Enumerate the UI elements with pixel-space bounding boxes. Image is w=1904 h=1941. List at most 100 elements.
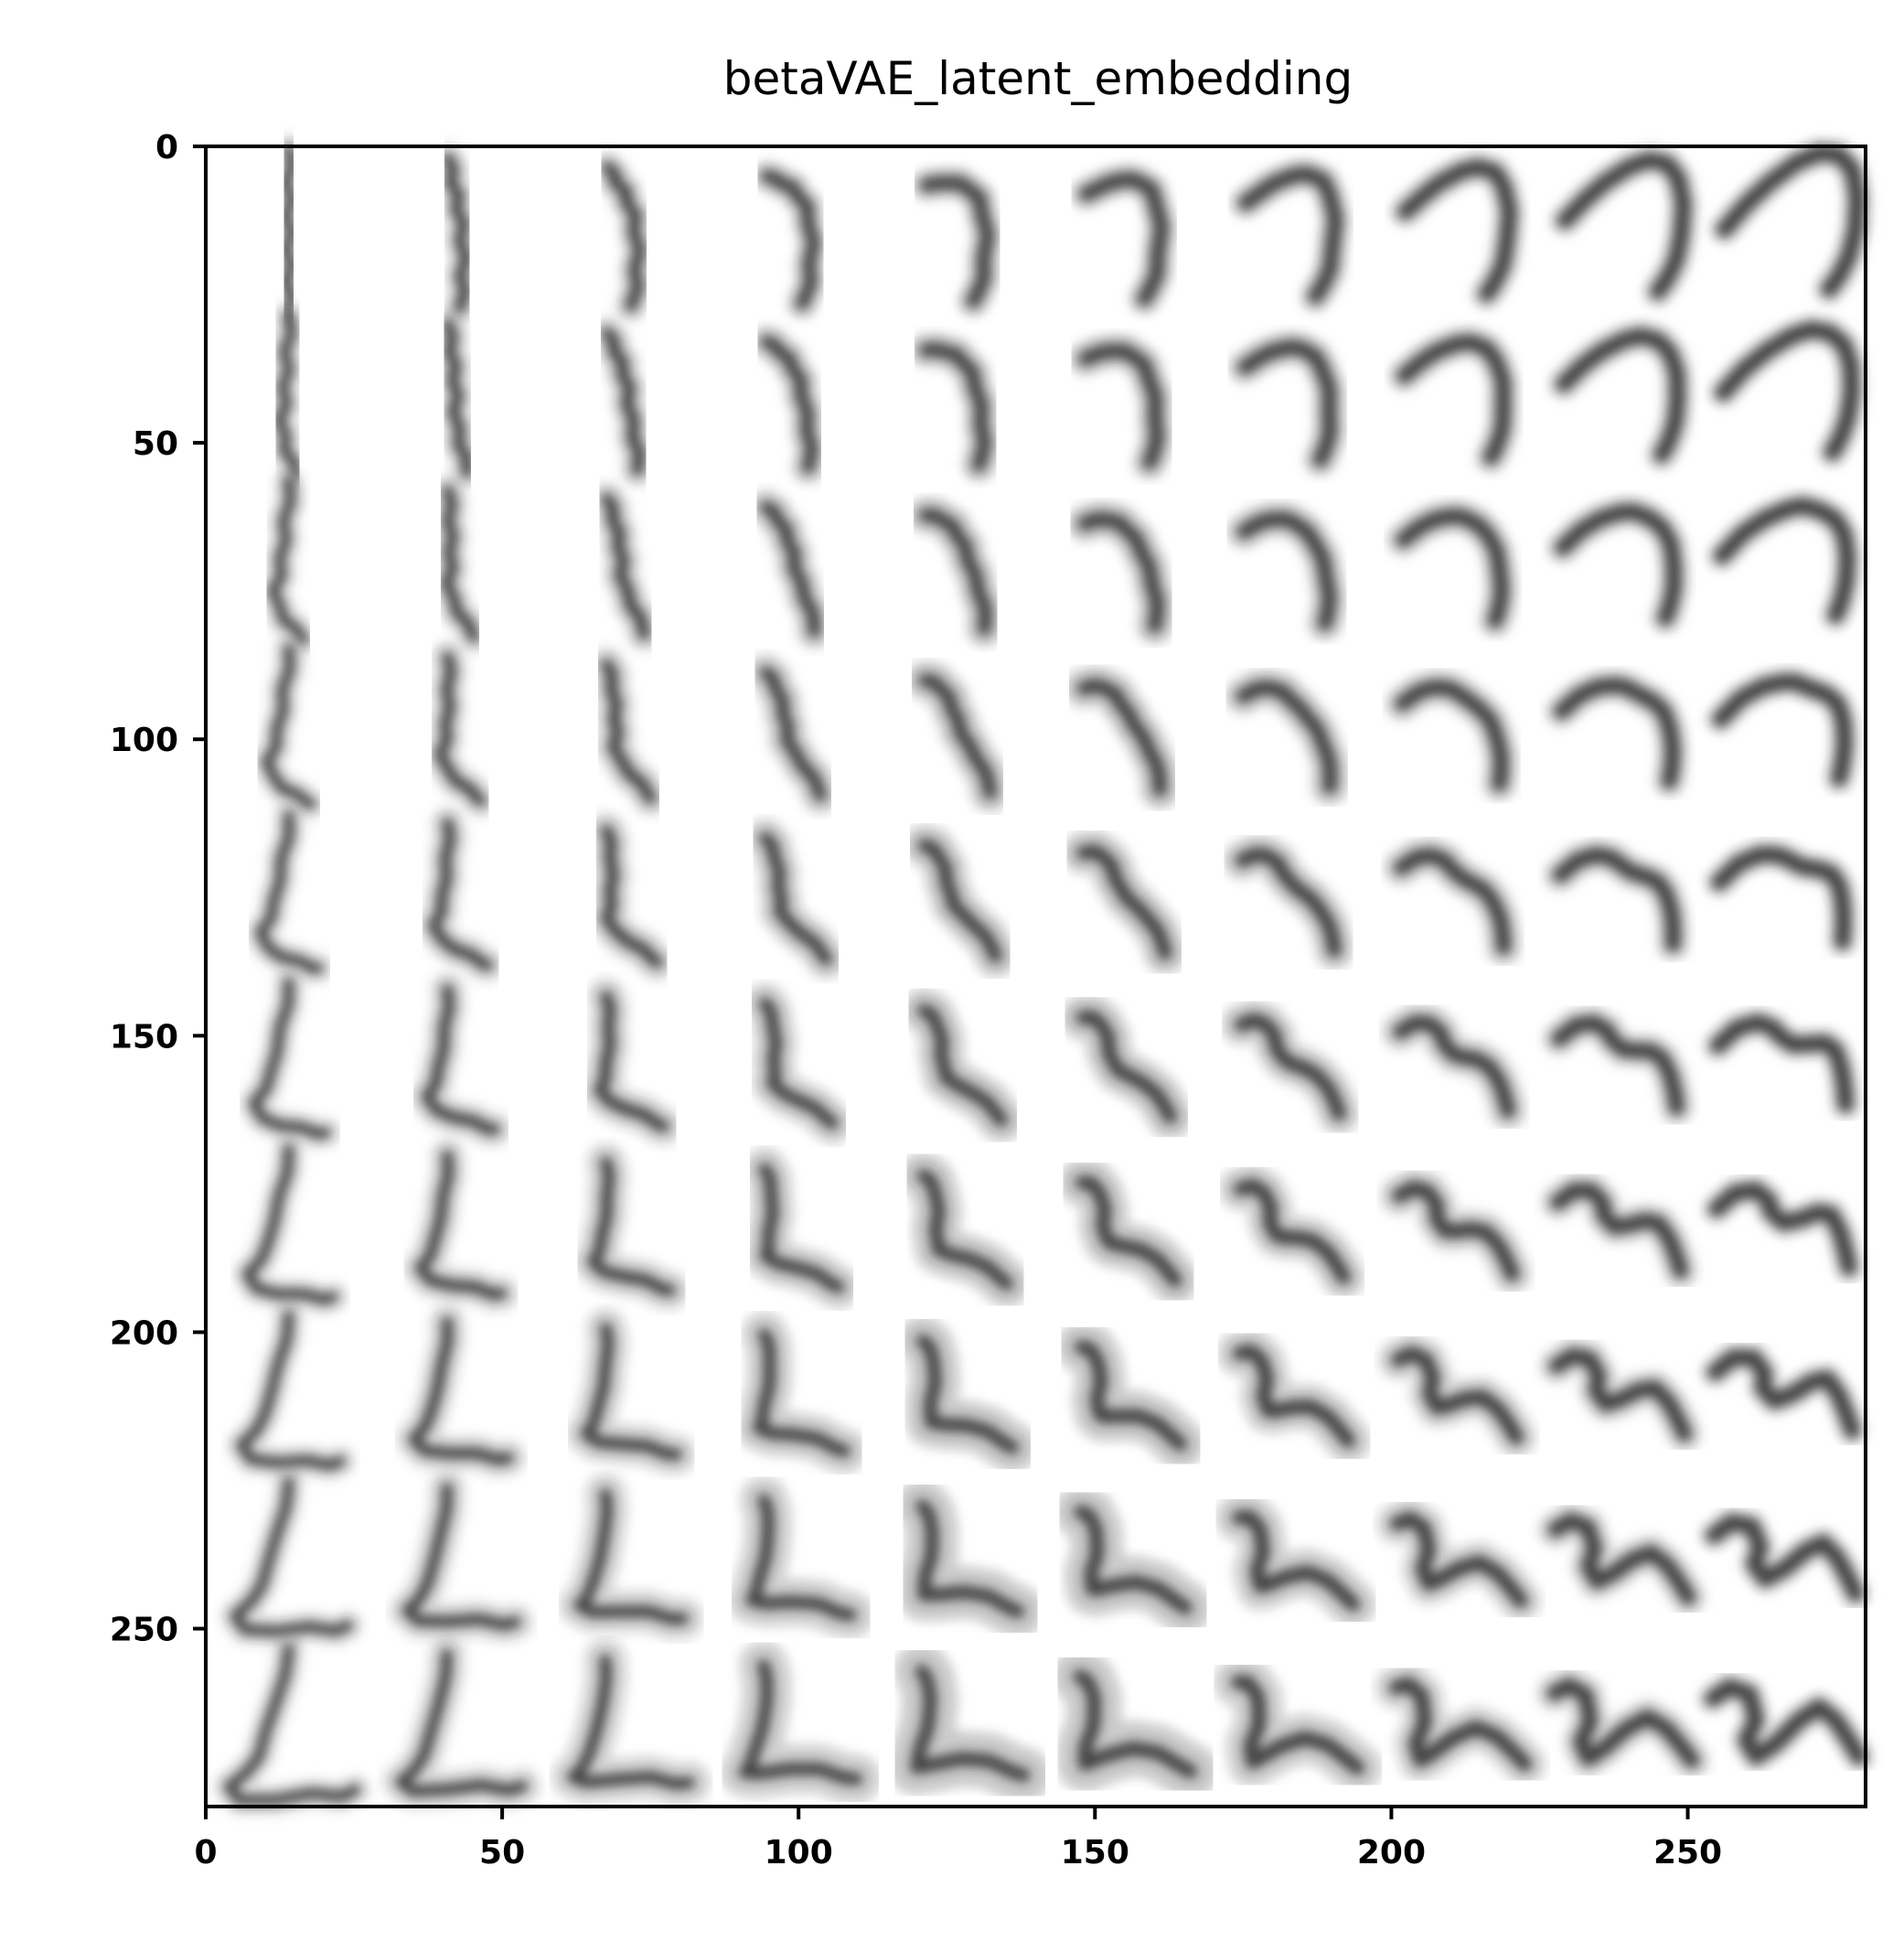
y-tick-label-0: 0 — [155, 129, 178, 166]
digit-cell-63 — [743, 1147, 861, 1309]
digit-cell-54 — [902, 988, 1024, 1142]
digit-cell-2 — [592, 152, 656, 322]
digit-cell-30 — [251, 633, 326, 820]
digit-cell-73 — [735, 1312, 868, 1475]
digit-cell-32 — [589, 647, 669, 816]
digit-cell-9 — [1708, 137, 1873, 306]
digit-cell-78 — [1538, 1337, 1703, 1453]
y-tick-label-2: 100 — [110, 722, 178, 759]
digit-cell-3 — [752, 160, 829, 319]
digit-cell-82 — [558, 1473, 704, 1640]
digit-cell-16 — [1228, 330, 1347, 477]
digit-cell-70 — [226, 1300, 357, 1481]
digit-cell-1 — [433, 143, 482, 325]
digit-cell-72 — [565, 1307, 697, 1475]
y-tick-label-1: 50 — [133, 425, 178, 463]
digit-cell-67 — [1379, 1168, 1532, 1294]
digit-cell-8 — [1549, 144, 1699, 307]
digit-cell-44 — [904, 824, 1017, 978]
digit-cell-33 — [747, 654, 840, 814]
digit-cell-61 — [402, 1138, 519, 1313]
digit-cell-18 — [1547, 319, 1694, 471]
y-tick-label-5: 250 — [110, 1612, 178, 1649]
digit-cell-17 — [1387, 326, 1520, 474]
digit-cell-92 — [551, 1638, 711, 1807]
digit-cell-4 — [911, 166, 1004, 317]
digit-cell-55 — [1060, 994, 1193, 1140]
digit-cell-66 — [1219, 1164, 1365, 1300]
digit-cell-13 — [750, 325, 829, 485]
digit-cell-38 — [1545, 669, 1690, 799]
digit-cell-89 — [1698, 1507, 1872, 1610]
digit-cell-5 — [1071, 163, 1178, 315]
digit-cell-35 — [1064, 665, 1180, 810]
digit-cell-51 — [410, 971, 512, 1147]
x-tick-label-3: 150 — [1061, 1834, 1129, 1871]
digit-cell-58 — [1542, 1005, 1695, 1125]
digit-cell-21 — [430, 474, 490, 653]
digit-cell-76 — [1217, 1328, 1372, 1464]
digit-cell-37 — [1385, 670, 1519, 802]
digit-cell-11 — [432, 308, 483, 488]
digit-grid-image — [213, 134, 1875, 1816]
digit-cell-28 — [1546, 495, 1691, 635]
digit-cell-65 — [1058, 1158, 1199, 1304]
digit-cell-26 — [1226, 501, 1347, 641]
x-tick-label-0: 0 — [194, 1834, 217, 1871]
digit-cell-46 — [1223, 834, 1354, 970]
digit-cell-24 — [907, 497, 1004, 648]
digit-cell-80 — [219, 1466, 364, 1647]
digit-cell-68 — [1540, 1173, 1698, 1289]
y-tick-label-3: 150 — [110, 1018, 178, 1056]
digit-cell-47 — [1383, 837, 1523, 966]
digit-cell-27 — [1386, 499, 1519, 638]
digit-cell-41 — [416, 806, 505, 982]
digit-cell-52 — [581, 977, 683, 1145]
chart-title: betaVAE_latent_embedding — [723, 52, 1353, 105]
digit-cell-50 — [238, 967, 342, 1150]
digit-cell-90 — [213, 1633, 371, 1816]
digit-cell-43 — [745, 818, 846, 980]
digit-cell-40 — [244, 800, 334, 984]
digit-cell-36 — [1225, 669, 1350, 806]
digit-cell-75 — [1056, 1322, 1206, 1470]
digit-cell-29 — [1706, 489, 1864, 631]
digit-cell-77 — [1378, 1333, 1537, 1458]
y-axis: 0 50 100 150 200 250 — [110, 129, 206, 1649]
digit-cell-60 — [232, 1133, 349, 1315]
digit-cell-96 — [1213, 1657, 1383, 1793]
digit-cell-87 — [1376, 1497, 1542, 1622]
digit-cell-79 — [1699, 1342, 1868, 1446]
digit-cell-48 — [1543, 838, 1691, 961]
digit-cell-84 — [895, 1479, 1044, 1638]
digit-cell-56 — [1221, 999, 1360, 1135]
y-tick-label-4: 200 — [110, 1314, 178, 1352]
digit-cell-39 — [1705, 666, 1860, 794]
digit-cell-34 — [905, 660, 1011, 812]
digit-cell-49 — [1704, 839, 1859, 958]
digit-cell-45 — [1062, 830, 1186, 975]
digit-cell-91 — [382, 1635, 541, 1810]
digit-cell-94 — [888, 1643, 1052, 1804]
digit-cell-64 — [899, 1152, 1031, 1308]
x-tick-label-2: 100 — [765, 1834, 833, 1871]
digit-cell-69 — [1701, 1174, 1865, 1283]
digit-cell-95 — [1052, 1648, 1219, 1800]
digit-cell-83 — [728, 1475, 874, 1639]
digit-cell-98 — [1535, 1667, 1711, 1779]
digit-cell-25 — [1066, 500, 1176, 645]
digit-cell-15 — [1068, 334, 1174, 479]
x-tick-label-1: 50 — [479, 1834, 525, 1871]
x-axis: 0 50 100 150 200 250 — [194, 1807, 1722, 1871]
digit-cell-20 — [257, 466, 319, 656]
digit-cell-97 — [1375, 1662, 1546, 1786]
digit-cell-86 — [1215, 1493, 1377, 1628]
digit-cell-23 — [748, 489, 832, 649]
digit-cell-62 — [573, 1142, 690, 1311]
digit-cell-93 — [720, 1640, 882, 1804]
digit-cell-19 — [1707, 314, 1867, 468]
x-tick-label-4: 200 — [1357, 1834, 1426, 1871]
digit-cell-14 — [909, 332, 1002, 482]
digit-cell-12 — [591, 316, 656, 487]
